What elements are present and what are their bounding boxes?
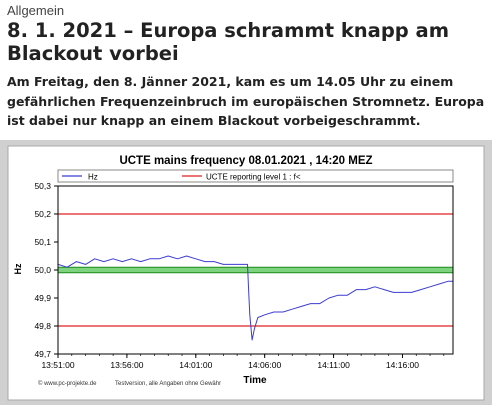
y-axis-label: Hz [13, 263, 23, 274]
plot-area: 50,3 50,2 50,1 50,0 49,9 49,8 49,713:51:00 13:5… [34, 181, 454, 370]
series-line-hz [57, 255, 453, 341]
article-title[interactable]: 8. 1. 2021 – Europa schrammt knapp am Bl… [7, 19, 450, 65]
legend-label-hz: Hz [88, 173, 98, 182]
y-tick-label: 50,1 [34, 237, 51, 247]
x-tick-label: 14:01:00 [179, 360, 212, 370]
y-tick-label: 49,9 [34, 293, 51, 303]
footer-copyright: © www.pc-projekte.de [38, 380, 97, 387]
chart-legend: Hz UCTE reporting level 1 : f< [57, 169, 454, 183]
y-tick-label: 49,8 [34, 321, 51, 331]
x-tick-label: 14:06:00 [248, 360, 281, 370]
y-tick-label: 50,2 [34, 209, 51, 219]
y-tick-label: 49,7 [34, 349, 51, 359]
x-axis-label: Time [243, 375, 267, 386]
y-tick-label: 50,0 [34, 265, 51, 275]
x-tick-label: 13:51:00 [41, 360, 74, 370]
footer-disclaimer: Testversion, alle Angaben ohne Gewähr [115, 381, 221, 387]
frequency-chart: UCTE mains frequency 08.01.2021 , 14:20 … [7, 145, 485, 401]
article-lead: Am Freitag, den 8. Jänner 2021, kam es u… [7, 74, 485, 128]
x-tick-label: 14:11:00 [317, 360, 350, 370]
legend-box [57, 169, 454, 183]
x-tick-label: 14:16:00 [386, 360, 419, 370]
legend-label-level: UCTE reporting level 1 : f< [206, 173, 301, 182]
category-label[interactable]: Allgemein [7, 3, 65, 18]
x-tick-label: 13:56:00 [110, 360, 143, 370]
chart-title: UCTE mains frequency 08.01.2021 , 14:20 … [119, 155, 372, 167]
y-tick-label: 50,3 [34, 181, 51, 191]
frequency-chart-figure: UCTE mains frequency 08.01.2021 , 14:20 … [0, 140, 492, 405]
deadband-band [58, 267, 453, 273]
